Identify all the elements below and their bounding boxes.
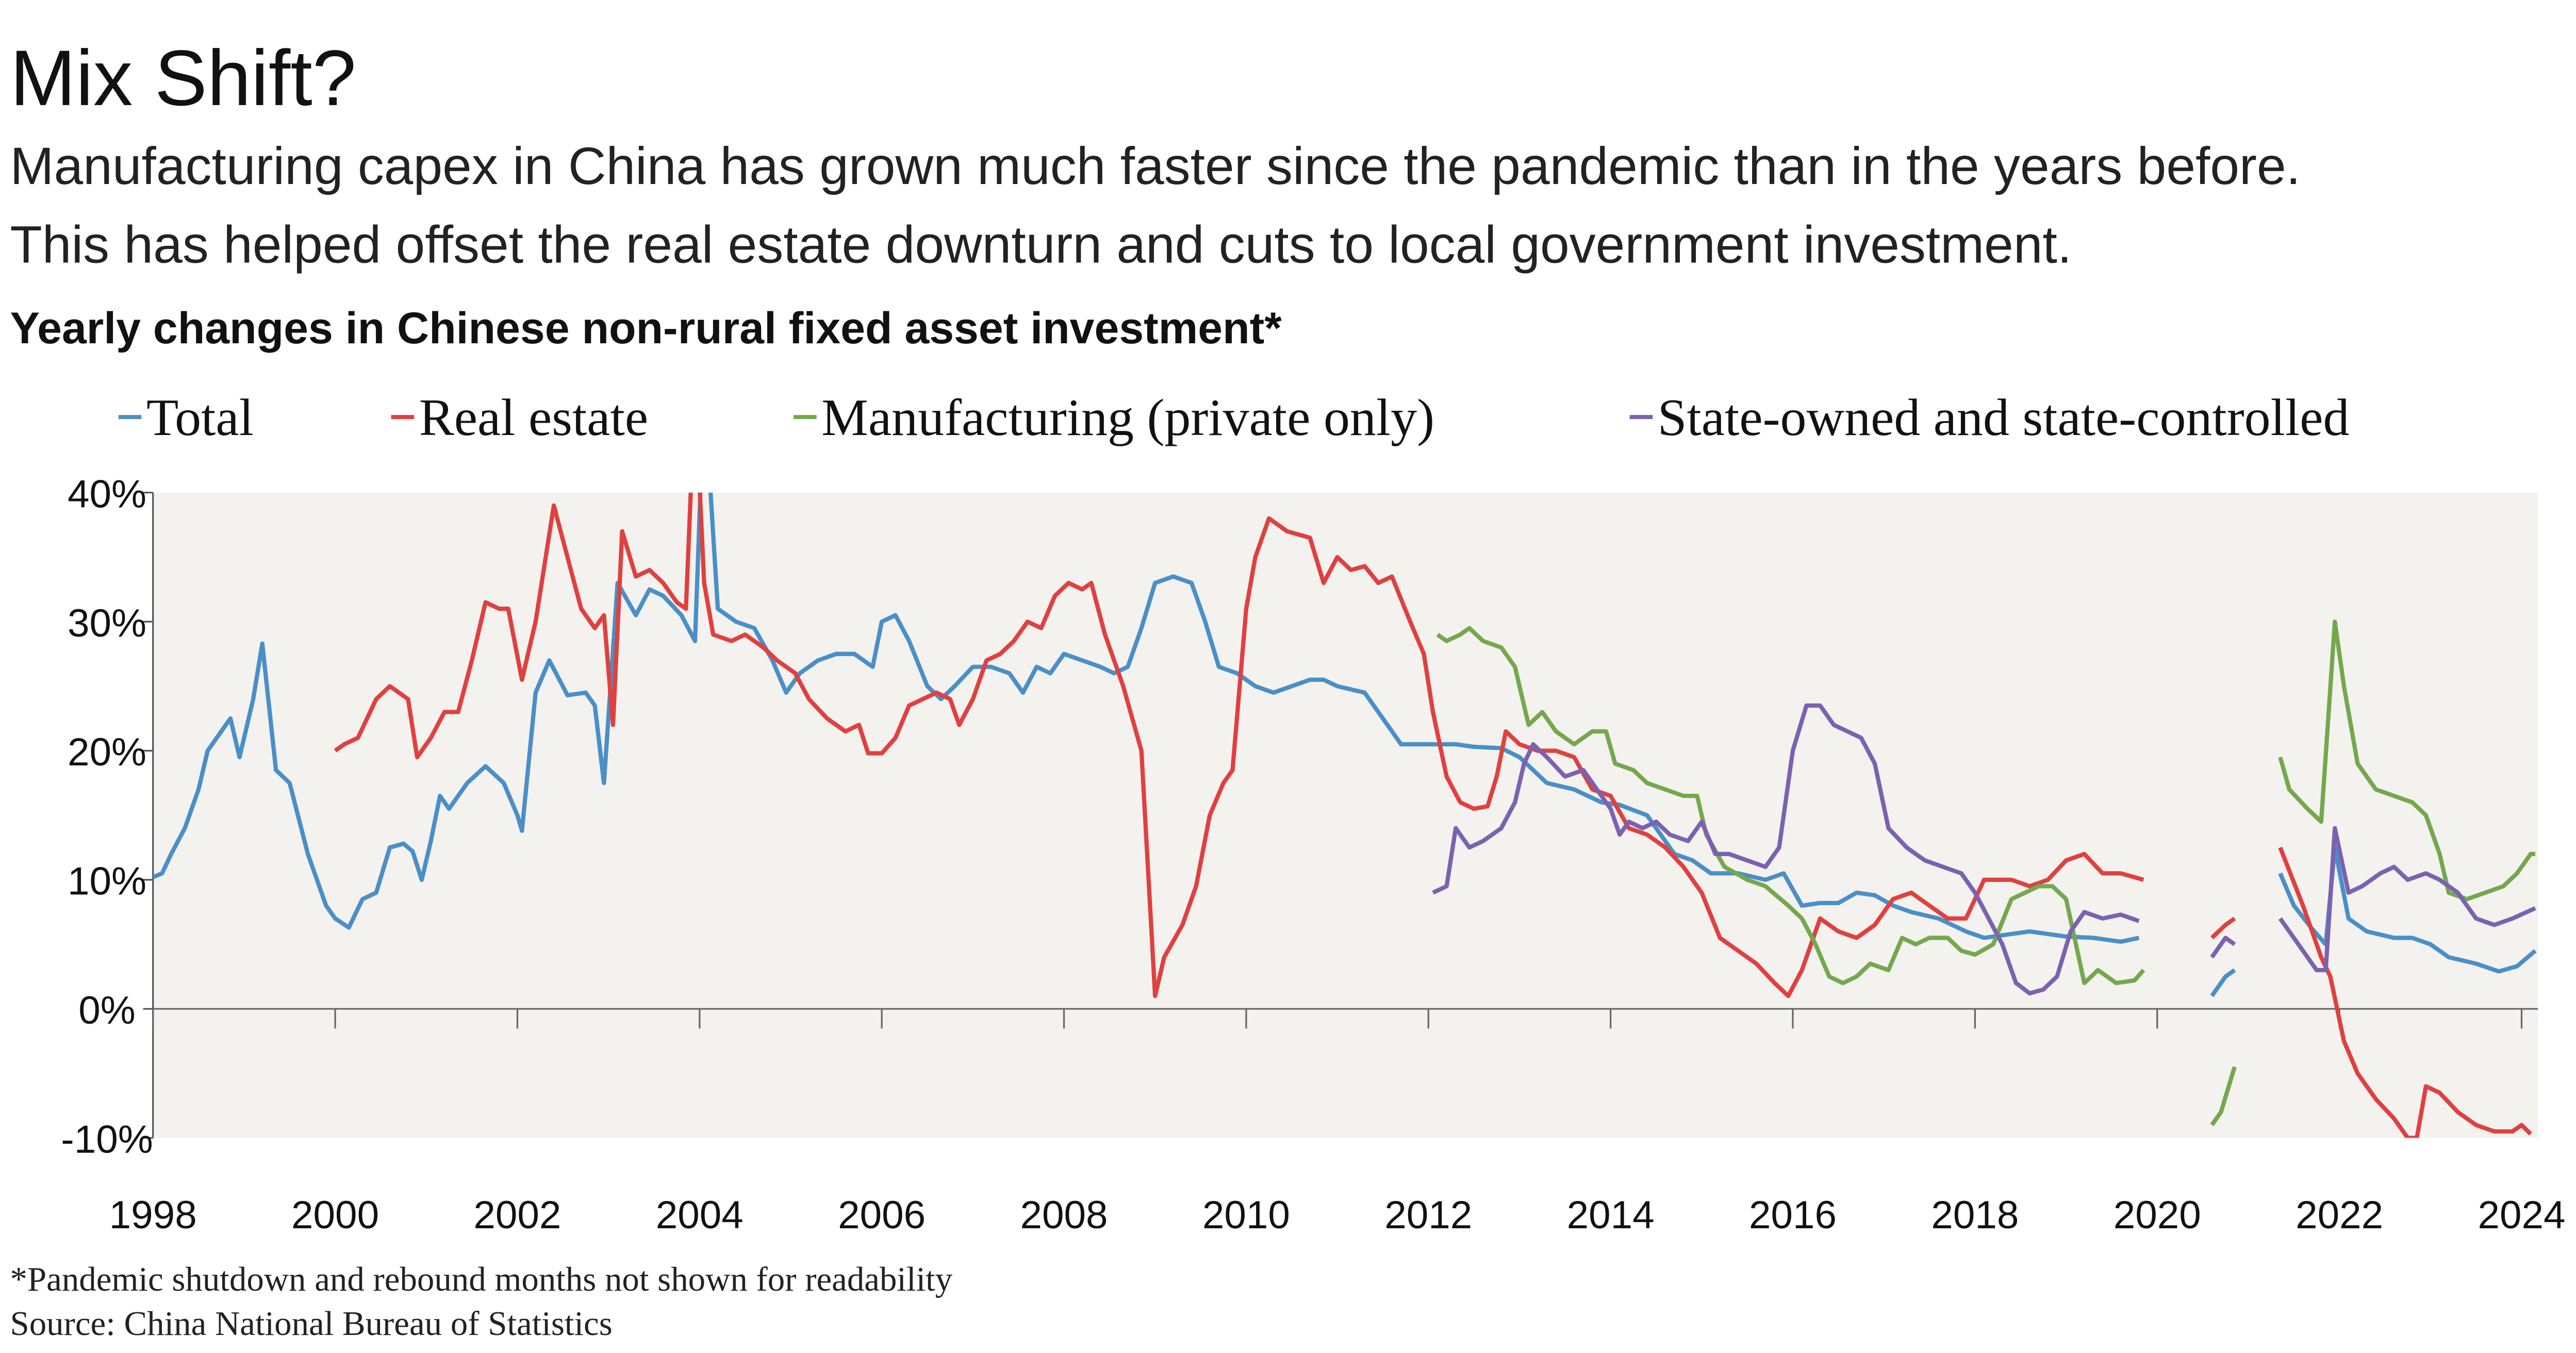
y-tick-label: 20% xyxy=(68,730,146,774)
legend-label: Real estate xyxy=(419,389,648,447)
y-tick-label: 10% xyxy=(68,860,146,904)
y-tick-label: -10% xyxy=(61,1117,153,1161)
x-tick-label: 1998 xyxy=(109,1193,197,1237)
chart-title: Mix Shift? xyxy=(10,35,356,122)
x-tick-label: 2014 xyxy=(1567,1193,1655,1237)
x-tick-label: 2018 xyxy=(1931,1193,2019,1237)
y-tick-label: 30% xyxy=(68,602,146,645)
y-tick-label: 0% xyxy=(78,989,135,1032)
x-tick-label: 2020 xyxy=(2113,1193,2201,1237)
legend-label: Total xyxy=(146,389,254,447)
x-tick-label: 2024 xyxy=(2478,1193,2565,1237)
subtitle: Manufacturing capex in China has grown m… xyxy=(10,137,2301,195)
plot-area xyxy=(153,492,2538,1138)
series-line xyxy=(1436,619,2536,1127)
series-line xyxy=(153,492,2537,997)
footnote: *Pandemic shutdown and rebound months no… xyxy=(10,1260,953,1298)
series-line xyxy=(334,492,2533,1138)
x-tick-label: 2010 xyxy=(1202,1193,1290,1237)
x-tick-label: 2016 xyxy=(1749,1193,1837,1237)
series-line xyxy=(1432,703,2536,996)
x-tick-label: 2006 xyxy=(838,1193,926,1237)
x-tick-label: 2008 xyxy=(1020,1193,1108,1237)
x-tick-label: 2002 xyxy=(473,1193,561,1237)
legend-label: State-owned and state-controlled xyxy=(1658,389,2350,447)
x-tick-label: 2012 xyxy=(1384,1193,1472,1237)
x-tick-label: 2004 xyxy=(656,1193,744,1237)
chart-heading: Yearly changes in Chinese non-rural fixe… xyxy=(10,304,1282,353)
x-tick-label: 2000 xyxy=(291,1193,379,1237)
subtitle: This has helped offset the real estate d… xyxy=(10,215,2072,274)
x-tick-label: 2022 xyxy=(2296,1193,2383,1237)
y-tick-label: 40% xyxy=(68,472,146,516)
source: Source: China National Bureau of Statist… xyxy=(10,1305,613,1343)
series-group xyxy=(153,492,2537,1138)
legend-label: Manufacturing (private only) xyxy=(821,389,1434,447)
